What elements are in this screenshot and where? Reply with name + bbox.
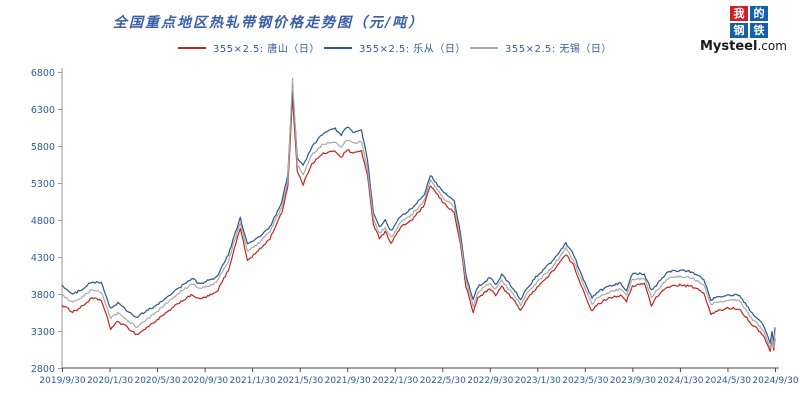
logo-char-de: 的 — [750, 6, 768, 21]
x-axis-label: 2021/5/30 — [277, 376, 323, 386]
legend-label-lecong: 355×2.5: 乐从（日） — [359, 44, 466, 55]
x-axis-label: 2022/1/30 — [372, 376, 418, 386]
y-axis-label: 3300 — [31, 327, 55, 338]
x-axis-label: 2024/1/30 — [657, 376, 703, 386]
x-axis-label: 2023/1/30 — [515, 376, 561, 386]
x-axis-label: 2020/1/30 — [87, 376, 133, 386]
legend-swatch-lecong-icon — [324, 46, 352, 49]
x-axis-label: 2024/9/30 — [752, 376, 798, 386]
mysteel-domain-name: Mysteel — [700, 39, 758, 54]
x-axis-label: 2020/9/30 — [182, 376, 228, 386]
y-axis-label: 5800 — [31, 142, 55, 153]
x-axis-label: 2023/5/30 — [562, 376, 608, 386]
x-axis-label: 2024/5/30 — [705, 376, 751, 386]
mysteel-logo: 我 的 钢 铁 Mysteel.com — [700, 6, 790, 54]
y-axis-label: 6300 — [31, 105, 55, 116]
mysteel-domain-text: Mysteel.com — [700, 39, 790, 54]
x-axis-label: 2021/9/30 — [325, 376, 371, 386]
x-axis-label: 2022/9/30 — [467, 376, 513, 386]
legend-item-tangshan: 355×2.5: 唐山（日） — [178, 40, 319, 55]
x-axis-label: 2021/1/30 — [230, 376, 276, 386]
legend-swatch-wuxi-icon — [470, 46, 498, 49]
logo-char-tie: 铁 — [750, 23, 768, 38]
y-axis-label: 3800 — [31, 290, 55, 301]
y-axis-label: 4300 — [31, 253, 55, 264]
legend-item-wuxi: 355×2.5: 无锡（日） — [470, 40, 611, 55]
legend-swatch-tangshan-icon — [178, 46, 206, 49]
x-axis-label: 2020/5/30 — [134, 376, 180, 386]
legend-item-lecong: 355×2.5: 乐从（日） — [324, 40, 465, 55]
y-axis-label: 5300 — [31, 179, 55, 190]
series-line-1 — [61, 85, 776, 344]
page-title: 全国重点地区热轧带钢价格走势图（元/吨） — [113, 15, 425, 31]
chart-legend: 355×2.5: 唐山（日） 355×2.5: 乐从（日） 355×2.5: 无… — [178, 40, 611, 55]
mysteel-logo-grid: 我 的 钢 铁 — [730, 6, 790, 38]
x-axis-label: 2022/5/30 — [420, 376, 466, 386]
series-line-0 — [61, 95, 776, 352]
logo-char-gang: 钢 — [730, 23, 748, 38]
y-axis-label: 4800 — [31, 216, 55, 227]
legend-label-tangshan: 355×2.5: 唐山（日） — [213, 44, 320, 55]
y-axis-label: 6800 — [31, 68, 55, 79]
y-axis-label: 2800 — [31, 364, 55, 375]
legend-label-wuxi: 355×2.5: 无锡（日） — [505, 44, 612, 55]
logo-char-wo: 我 — [730, 6, 748, 21]
x-axis-label: 2023/9/30 — [610, 376, 656, 386]
x-axis-label: 2019/9/30 — [39, 376, 85, 386]
mysteel-domain-suffix: .com — [757, 39, 787, 53]
series-line-2 — [61, 77, 776, 349]
